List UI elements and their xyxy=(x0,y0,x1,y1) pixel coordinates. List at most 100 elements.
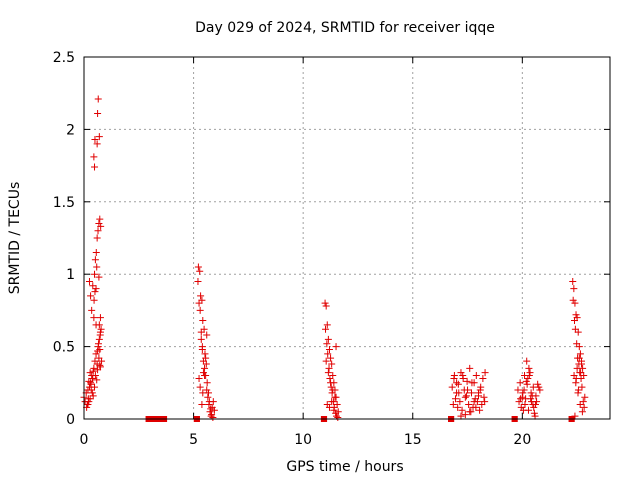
data-point xyxy=(90,364,98,372)
data-point xyxy=(91,270,99,278)
data-point xyxy=(94,227,102,235)
data-point xyxy=(580,403,588,411)
x-tick-label: 15 xyxy=(404,432,422,448)
data-point xyxy=(90,153,98,161)
data-point xyxy=(97,222,105,230)
data-point xyxy=(571,412,579,420)
data-point xyxy=(581,393,589,401)
data-point xyxy=(522,377,530,385)
data-point xyxy=(332,409,340,417)
data-point xyxy=(199,369,207,377)
data-point xyxy=(96,363,104,371)
data-point xyxy=(520,386,528,394)
data-point xyxy=(325,364,333,372)
plot-frame xyxy=(83,56,611,420)
data-point xyxy=(207,405,215,413)
data-point xyxy=(200,325,208,333)
data-point xyxy=(93,234,101,242)
data-point xyxy=(536,386,544,394)
data-point xyxy=(94,347,102,355)
data-point xyxy=(209,414,217,422)
data-point xyxy=(529,401,537,409)
data-point xyxy=(466,408,474,416)
data-point xyxy=(198,296,206,304)
data-point xyxy=(96,314,104,322)
data-point xyxy=(524,406,532,414)
data-point xyxy=(454,403,462,411)
data-point xyxy=(332,343,340,351)
data-point xyxy=(84,401,92,409)
data-point xyxy=(93,140,101,148)
x-axis-title: GPS time / hours xyxy=(286,459,403,475)
x-tick-label: 5 xyxy=(189,432,198,448)
data-point xyxy=(96,215,104,223)
data-point xyxy=(462,392,470,400)
grid xyxy=(84,57,610,419)
data-point xyxy=(332,412,340,420)
data-point xyxy=(569,296,577,304)
data-point xyxy=(89,367,97,375)
data-point xyxy=(519,389,527,397)
data-point xyxy=(333,401,341,409)
data-point xyxy=(95,321,103,329)
data-point xyxy=(94,109,102,117)
data-point xyxy=(91,136,99,144)
data-point xyxy=(325,403,333,411)
data-point xyxy=(449,401,457,409)
data-point xyxy=(472,372,480,380)
data-point xyxy=(466,364,474,372)
data-point xyxy=(476,386,484,394)
data-point xyxy=(576,350,584,358)
data-point xyxy=(94,340,102,348)
data-point xyxy=(201,364,209,372)
data-point xyxy=(88,306,96,314)
data-point xyxy=(89,392,97,400)
x-tick-label: 0 xyxy=(80,432,89,448)
data-point xyxy=(453,379,461,387)
data-point xyxy=(578,383,586,391)
data-point xyxy=(330,406,338,414)
data-point xyxy=(85,277,93,285)
data-point xyxy=(323,321,331,329)
data-point xyxy=(478,401,486,409)
data-point xyxy=(325,345,333,353)
data-point xyxy=(322,325,330,333)
data-point xyxy=(203,386,211,394)
data-point xyxy=(199,317,207,325)
data-point xyxy=(91,372,99,380)
data-point xyxy=(327,354,335,362)
data-point xyxy=(96,361,104,369)
data-points xyxy=(80,95,589,422)
data-point xyxy=(571,299,579,307)
data-point xyxy=(90,296,98,304)
x-tick-label: 20 xyxy=(513,432,531,448)
data-point xyxy=(571,325,579,333)
data-point xyxy=(202,354,210,362)
data-point xyxy=(576,401,584,409)
data-point xyxy=(85,398,93,406)
data-point xyxy=(328,360,336,368)
data-point xyxy=(480,393,488,401)
data-point xyxy=(86,369,94,377)
data-point xyxy=(323,340,331,348)
data-point xyxy=(448,383,456,391)
data-point xyxy=(196,383,204,391)
data-point xyxy=(93,263,101,271)
data-point xyxy=(324,369,332,377)
data-point xyxy=(456,398,464,406)
data-point xyxy=(328,389,336,397)
data-point xyxy=(569,277,577,285)
y-tick-label: 1 xyxy=(66,267,75,283)
data-point xyxy=(457,412,465,420)
data-point xyxy=(461,411,469,419)
data-point xyxy=(198,401,206,409)
data-point xyxy=(195,374,203,382)
y-tick-label: 0.5 xyxy=(53,340,75,356)
data-point xyxy=(574,328,582,336)
data-point xyxy=(573,364,581,372)
data-point xyxy=(526,369,534,377)
data-point xyxy=(87,292,95,300)
data-point xyxy=(324,335,332,343)
y-tick-label: 0 xyxy=(66,412,75,428)
